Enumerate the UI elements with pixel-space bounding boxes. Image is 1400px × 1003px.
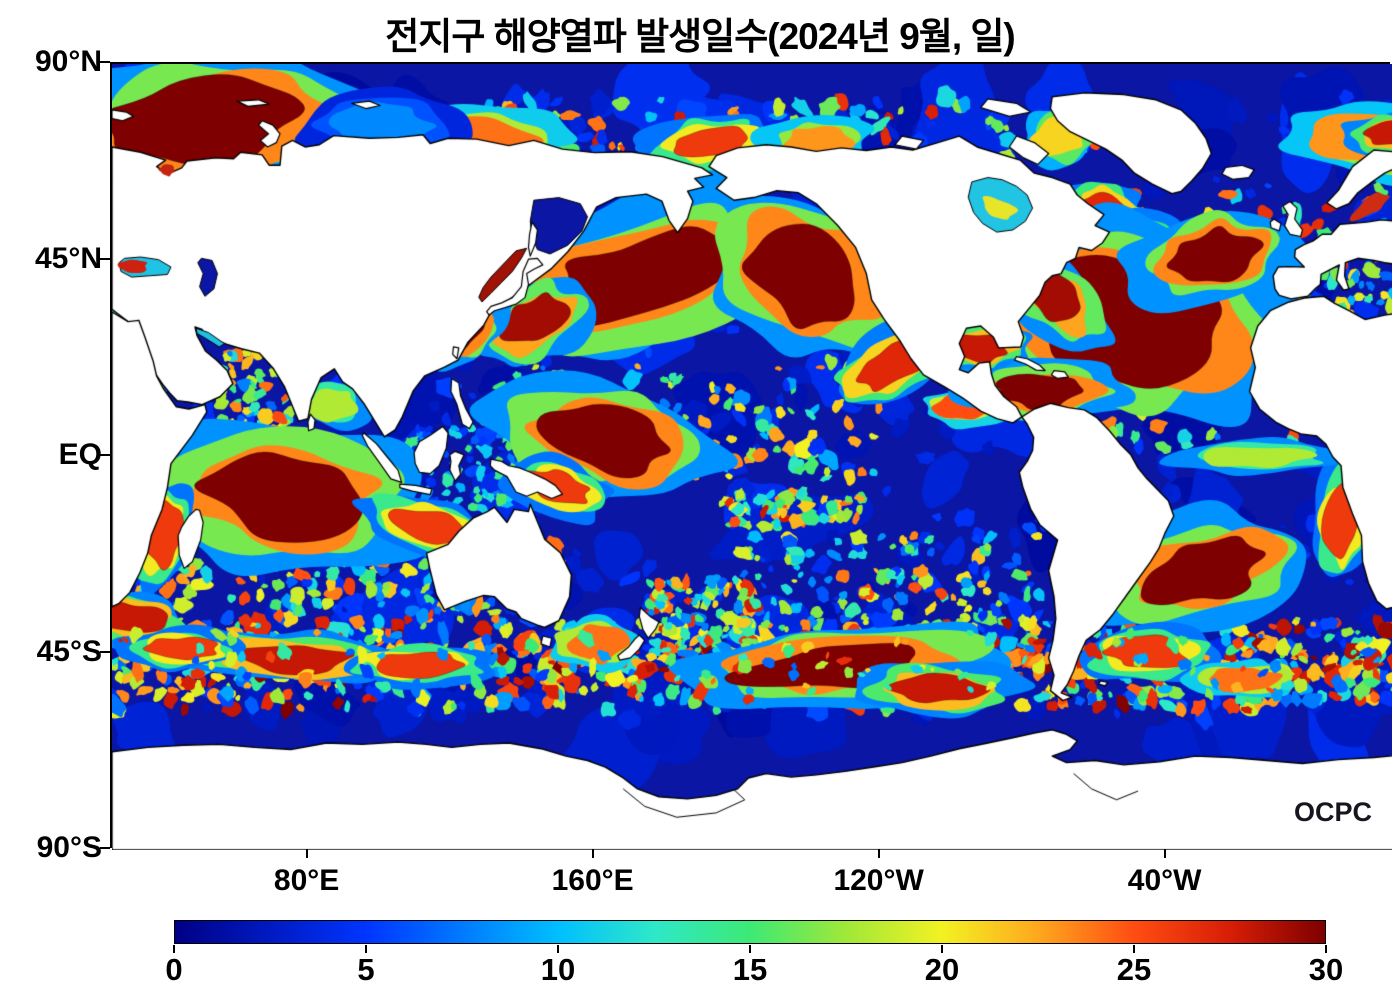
colorbar-tick [1133,945,1135,953]
y-axis-label-EQ: EQ [58,438,102,471]
colorbar-tick [173,945,175,953]
x-axis-tick [1163,849,1166,858]
colorbar-tick [941,945,943,953]
x-axis-label-80°E: 80°E [273,864,340,897]
colorbar-label-0: 0 [165,952,183,987]
world-heatwave-map-canvas [112,64,1392,850]
y-axis-tick [100,454,110,456]
y-axis-tick [100,61,110,63]
colorbar-tick [1325,945,1327,953]
y-axis-tick [100,847,110,849]
page-title: 전지구 해양열파 발생일수(2024년 9월, 일) [385,16,1016,57]
y-axis-label-90°N: 90°N [34,45,102,78]
y-axis-label-45°S: 45°S [36,634,102,668]
colorbar-label-10: 10 [540,952,576,987]
x-axis-tick [305,849,308,858]
colorbar-tick [749,945,751,953]
colorbar-label-15: 15 [732,952,768,987]
colorbar [174,920,1326,944]
map-frame [110,62,1392,850]
colorbar-label-30: 30 [1308,952,1344,987]
colorbar-label-25: 25 [1116,952,1152,987]
y-axis-tick [100,650,110,653]
y-axis-label-45°N: 45°N [34,241,102,275]
y-axis-label-90°S: 90°S [36,831,102,864]
ocpc-logo: OCPC [1294,797,1373,827]
x-axis-label-160°E: 160°E [551,864,634,897]
colorbar-tick [365,945,367,953]
y-axis-tick [100,257,110,260]
colorbar-tick [557,945,559,953]
x-axis-tick [877,849,880,858]
x-axis-tick [591,849,594,858]
x-axis-label-120°W: 120°W [833,864,924,897]
colorbar-label-20: 20 [924,952,960,987]
colorbar-label-5: 5 [357,952,375,987]
x-axis-label-40°W: 40°W [1127,864,1202,897]
